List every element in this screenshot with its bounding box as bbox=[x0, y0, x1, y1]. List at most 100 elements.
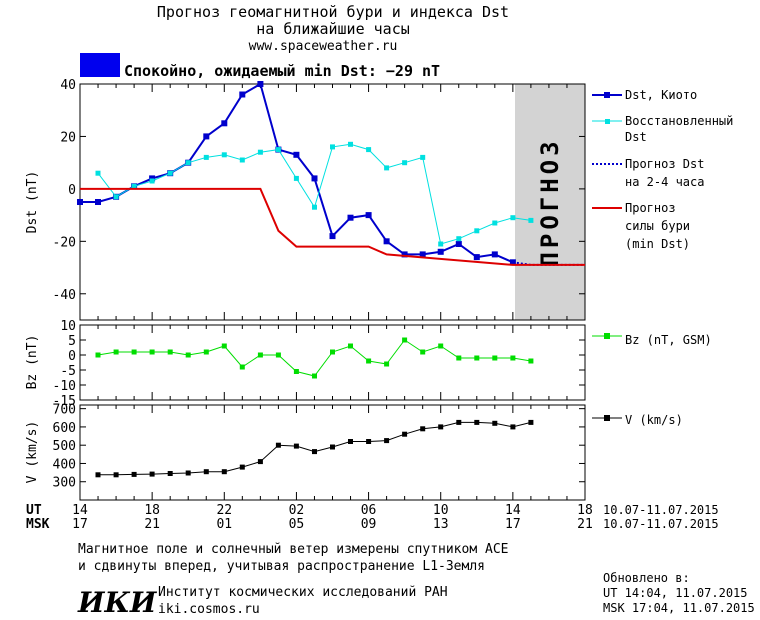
series-line bbox=[98, 421, 532, 476]
data-point bbox=[185, 352, 191, 358]
ut-tick-label: 18 bbox=[577, 503, 593, 518]
msk-tick-label: 01 bbox=[216, 517, 232, 532]
data-point bbox=[77, 199, 83, 205]
data-point bbox=[402, 160, 408, 166]
data-point bbox=[167, 471, 173, 476]
data-point bbox=[312, 449, 317, 455]
footer-note-line2: и сдвинуты вперед, учитывая распростране… bbox=[78, 559, 485, 574]
msk-tick-label: 21 bbox=[144, 517, 160, 532]
data-point bbox=[203, 469, 209, 475]
y-tick-label: 5 bbox=[68, 334, 76, 349]
data-point bbox=[456, 355, 462, 361]
data-point bbox=[510, 355, 516, 361]
data-point bbox=[312, 373, 317, 379]
y-tick-label: 700 bbox=[53, 403, 76, 418]
y-tick-label: 0 bbox=[68, 349, 76, 364]
data-point bbox=[203, 154, 209, 160]
data-point bbox=[221, 343, 227, 349]
data-point bbox=[149, 178, 155, 184]
y-tick-label: 0 bbox=[68, 183, 76, 198]
data-point bbox=[420, 154, 426, 160]
data-point bbox=[149, 471, 155, 477]
data-point bbox=[293, 369, 299, 374]
y-tick-label: 300 bbox=[53, 476, 76, 491]
msk-tick-label: 17 bbox=[505, 517, 521, 532]
data-point bbox=[510, 215, 516, 221]
updated-msk: MSK 17:04, 11.07.2015 bbox=[603, 601, 755, 615]
data-point bbox=[131, 183, 137, 189]
ut-row-label: UT bbox=[26, 503, 42, 518]
data-point bbox=[402, 337, 408, 343]
data-point bbox=[239, 91, 246, 98]
data-point bbox=[257, 459, 263, 465]
data-point bbox=[95, 199, 101, 205]
ut-tick-label: 22 bbox=[216, 503, 232, 518]
data-point bbox=[257, 81, 264, 87]
forecast-region-label: ПРОГНОЗ bbox=[536, 137, 564, 266]
series-line bbox=[80, 187, 585, 266]
data-point bbox=[438, 343, 444, 349]
legend-v-marker bbox=[604, 415, 610, 421]
data-point bbox=[456, 419, 462, 425]
data-point bbox=[239, 464, 245, 470]
legend-restored-label-1: Восстановленный bbox=[625, 114, 733, 128]
v-panel-frame bbox=[79, 404, 586, 501]
chart-series bbox=[77, 81, 585, 478]
msk-row-label: MSK bbox=[26, 517, 50, 532]
ut-tick-label: 14 bbox=[72, 503, 88, 518]
data-point bbox=[492, 420, 498, 426]
data-point bbox=[311, 175, 318, 182]
y-tick-label: 10 bbox=[60, 319, 76, 334]
updated-label: Обновлено в: bbox=[603, 571, 690, 585]
data-point bbox=[438, 241, 444, 247]
data-point bbox=[366, 147, 372, 153]
data-point bbox=[383, 238, 390, 245]
legend-restored-label-2: Dst bbox=[625, 130, 647, 144]
data-point bbox=[95, 472, 101, 478]
data-point bbox=[239, 364, 245, 370]
data-point bbox=[293, 443, 299, 449]
legend-storm-label-2: силы бури bbox=[625, 219, 690, 233]
chart-title-line2: на ближайшие часы bbox=[256, 20, 410, 38]
series-line bbox=[80, 82, 514, 264]
institute-name: Институт космических исследований РАН bbox=[158, 585, 448, 600]
y-tick-label: 20 bbox=[60, 130, 76, 145]
y-tick-label: -10 bbox=[53, 379, 76, 394]
series-line bbox=[97, 339, 531, 377]
data-point bbox=[275, 442, 281, 448]
legend-dst-kyoto-label: Dst, Киото bbox=[625, 88, 697, 102]
source-url: www.spaceweather.ru bbox=[249, 39, 398, 54]
footer-note-line1: Магнитное поле и солнечный ветер измерен… bbox=[78, 542, 508, 557]
msk-tick-label: 05 bbox=[289, 517, 305, 532]
data-point bbox=[401, 251, 408, 258]
data-point bbox=[384, 165, 390, 171]
data-point bbox=[366, 358, 372, 364]
updated-ut: UT 14:04, 11.07.2015 bbox=[603, 586, 748, 600]
legend-restored-marker bbox=[605, 119, 610, 124]
data-point bbox=[528, 217, 534, 223]
data-point bbox=[113, 472, 119, 478]
msk-tick-label: 09 bbox=[361, 517, 377, 532]
status-color-swatch bbox=[80, 53, 120, 77]
data-point bbox=[149, 175, 156, 182]
institute-site: iki.cosmos.ru bbox=[158, 602, 260, 617]
ut-tick-label: 06 bbox=[361, 503, 377, 518]
y-tick-label: -15 bbox=[53, 394, 76, 409]
data-point bbox=[419, 251, 426, 258]
data-point bbox=[113, 349, 119, 355]
ut-tick-label: 14 bbox=[505, 503, 521, 518]
y-tick-label: 600 bbox=[53, 421, 76, 436]
bz-panel-frame bbox=[79, 324, 586, 401]
data-point bbox=[330, 444, 335, 450]
data-point bbox=[348, 343, 353, 349]
msk-tick-label: 17 bbox=[72, 517, 88, 532]
y-tick-label: 40 bbox=[60, 78, 76, 93]
data-point bbox=[312, 204, 317, 210]
data-point bbox=[366, 439, 372, 444]
data-point bbox=[257, 149, 263, 155]
ut-date-range: 10.07-11.07.2015 bbox=[603, 503, 719, 517]
legend-storm-label-1: Прогноз bbox=[625, 201, 676, 215]
ut-tick-label: 10 bbox=[433, 503, 449, 518]
